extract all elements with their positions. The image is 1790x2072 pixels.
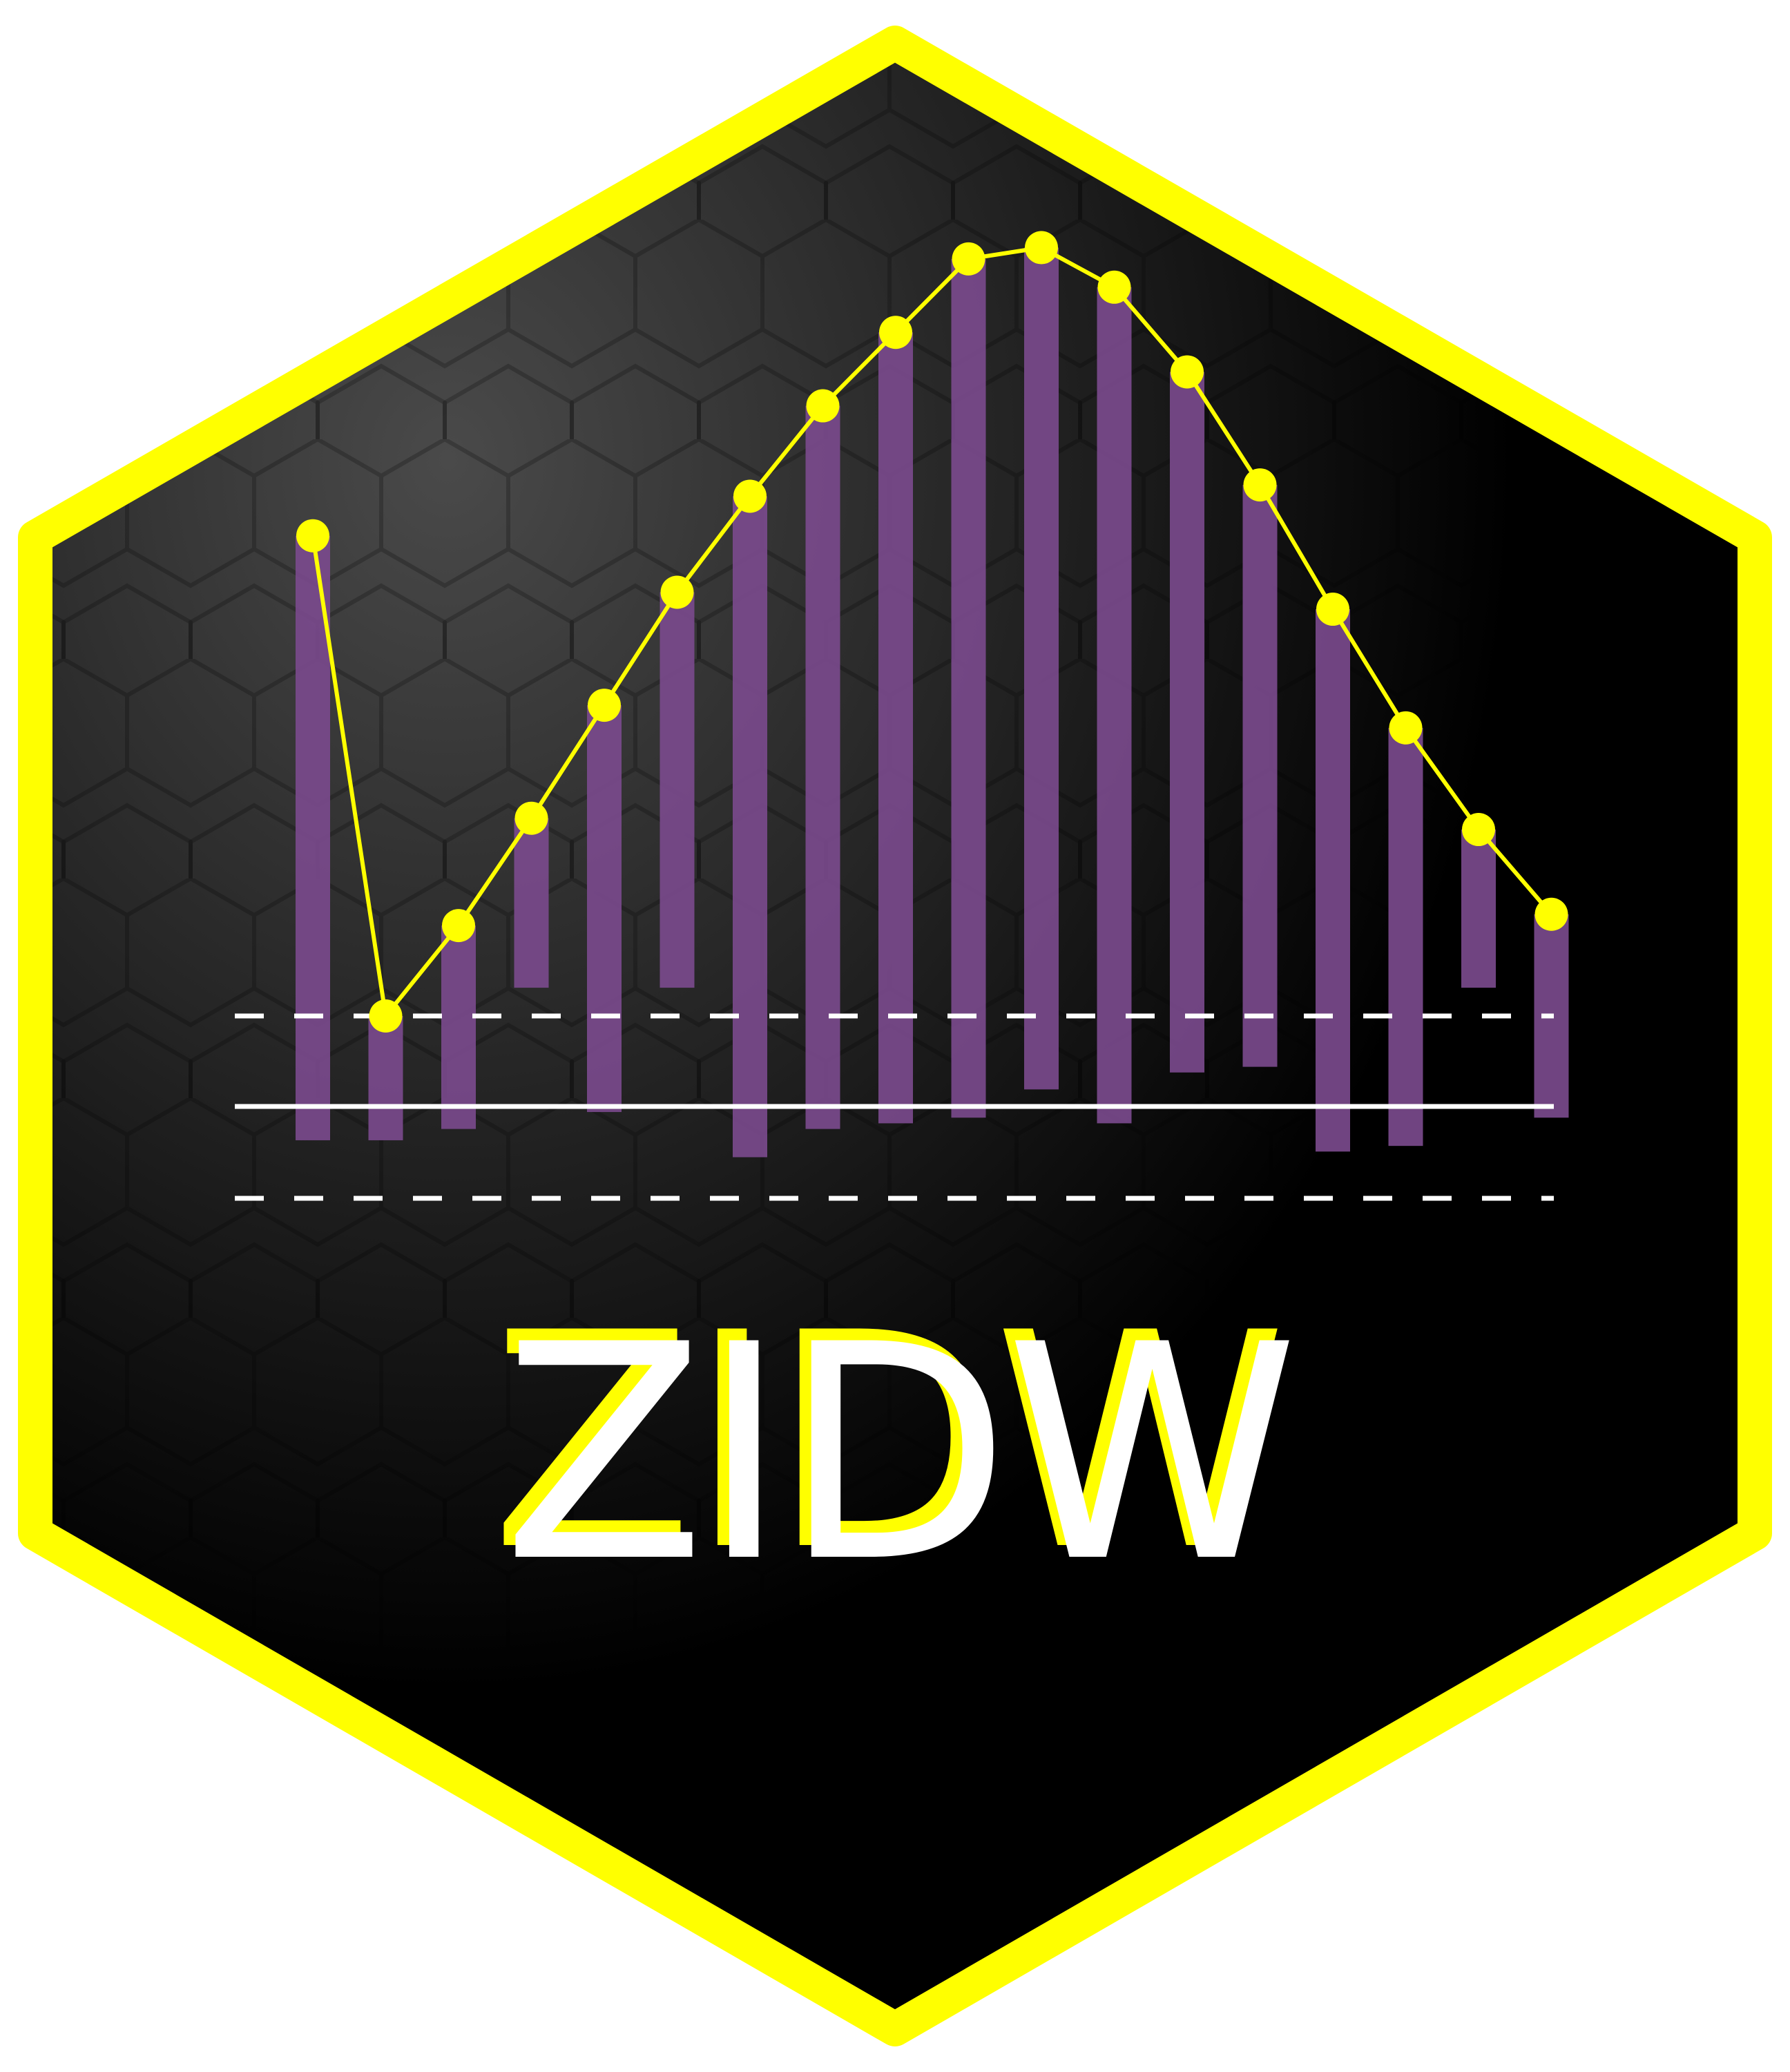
chart-bar bbox=[805, 405, 840, 1129]
chart-bar bbox=[441, 925, 476, 1129]
chart-bar bbox=[1316, 609, 1350, 1152]
chart-bar bbox=[1024, 247, 1059, 1090]
hex-border bbox=[18, 26, 1772, 2046]
chart-point bbox=[733, 479, 767, 513]
chart-point bbox=[952, 242, 985, 276]
chart-bar bbox=[951, 258, 986, 1118]
chart-bar bbox=[733, 496, 767, 1158]
chart-bar bbox=[514, 818, 549, 988]
chart-bar bbox=[1461, 829, 1496, 988]
chart-point bbox=[806, 389, 840, 423]
chart-bar bbox=[660, 592, 695, 988]
chart-point bbox=[660, 575, 694, 609]
chart-point bbox=[1097, 270, 1131, 304]
chart-bar bbox=[296, 535, 330, 1140]
chart-point bbox=[442, 909, 475, 943]
chart-point bbox=[1534, 897, 1568, 931]
chart-point bbox=[369, 999, 403, 1033]
wordmark-text: ZIDW bbox=[502, 1282, 1293, 1627]
wordmark: ZIDW ZIDW bbox=[490, 1270, 1299, 1627]
chart-bar bbox=[1242, 485, 1278, 1067]
chart-point bbox=[1462, 813, 1495, 847]
wordmark-shadow: ZIDW bbox=[490, 1270, 1282, 1615]
chart-point bbox=[1389, 711, 1423, 745]
point-group bbox=[296, 231, 1568, 1033]
chart-bar bbox=[1170, 372, 1204, 1073]
chart-point bbox=[588, 689, 621, 722]
chart-bar bbox=[1097, 287, 1132, 1124]
chart-bar bbox=[1388, 727, 1423, 1147]
chart-point bbox=[879, 316, 912, 349]
chart-point bbox=[1316, 593, 1349, 626]
chart-bar bbox=[878, 332, 913, 1124]
chart-point bbox=[514, 801, 548, 835]
chart-point bbox=[1243, 468, 1277, 502]
bar-group bbox=[296, 247, 1569, 1158]
chart bbox=[235, 231, 1569, 1201]
chart-bar bbox=[368, 1016, 403, 1140]
chart-bar bbox=[587, 705, 622, 1113]
chart-point bbox=[1171, 355, 1204, 389]
chart-point bbox=[296, 519, 329, 553]
trend-line bbox=[311, 245, 1553, 1018]
chart-point bbox=[1025, 231, 1058, 265]
